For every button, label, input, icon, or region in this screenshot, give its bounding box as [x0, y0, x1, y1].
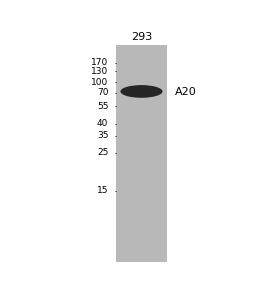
- Text: 40: 40: [97, 119, 108, 128]
- Text: 293: 293: [131, 32, 152, 42]
- Text: 15: 15: [97, 186, 108, 195]
- Text: 25: 25: [97, 148, 108, 157]
- Text: 100: 100: [91, 78, 108, 87]
- Text: 130: 130: [91, 67, 108, 76]
- Ellipse shape: [120, 85, 163, 98]
- Text: 35: 35: [97, 131, 108, 140]
- Text: 70: 70: [97, 88, 108, 97]
- Text: 170: 170: [91, 58, 108, 67]
- Text: 55: 55: [97, 102, 108, 111]
- Bar: [116, 45, 167, 262]
- Text: A20: A20: [175, 87, 196, 97]
